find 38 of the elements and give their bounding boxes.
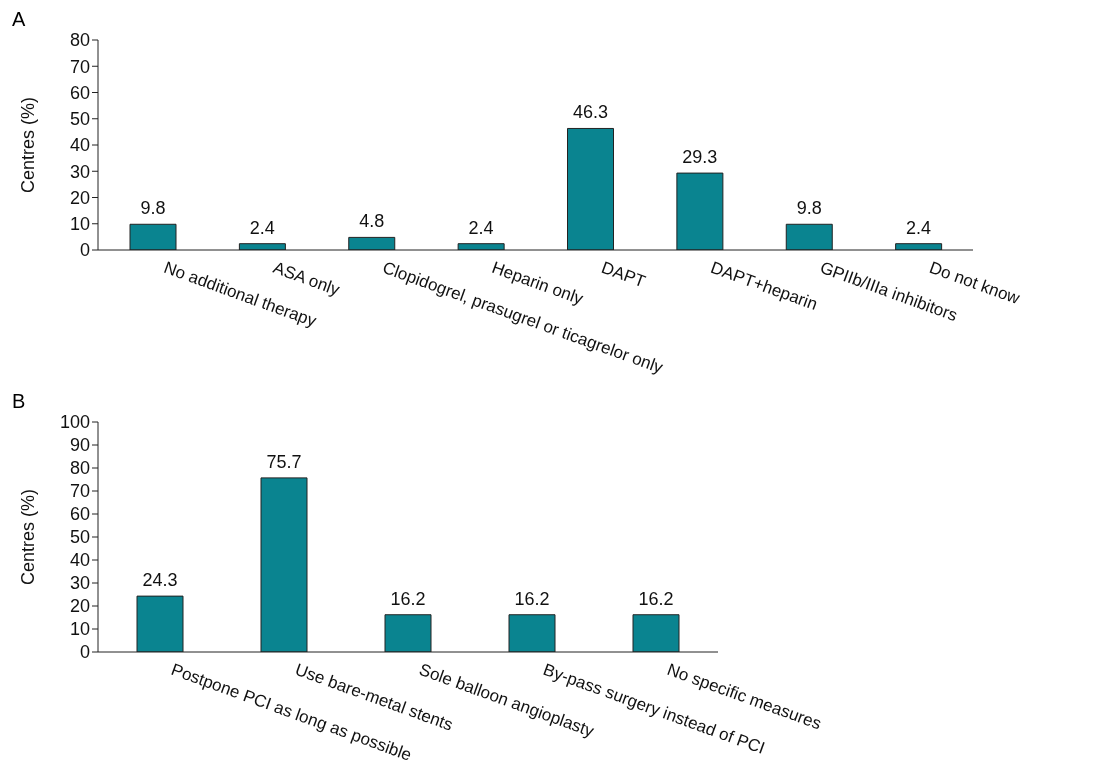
- data-label: 16.2: [390, 588, 426, 609]
- y-tick-label: 90: [69, 435, 90, 456]
- y-tick-label: 10: [69, 214, 90, 235]
- y-tick-label: 70: [69, 481, 90, 502]
- chart-title: B: [12, 390, 27, 412]
- y-tick-label: 60: [69, 504, 90, 525]
- y-tick-label: 10: [69, 619, 90, 640]
- data-label: 2.4: [468, 217, 494, 238]
- y-tick-label: 100: [59, 412, 90, 433]
- y-tick-label: 20: [69, 187, 90, 208]
- data-label: 24.3: [142, 570, 178, 591]
- y-axis-title: Centres (%): [18, 96, 39, 194]
- data-label: 16.2: [514, 588, 550, 609]
- y-tick-label: 50: [69, 527, 90, 548]
- data-label: 46.3: [572, 102, 609, 123]
- chart-title: A: [12, 8, 27, 30]
- y-tick-label: 30: [69, 573, 90, 594]
- y-tick-label: 40: [69, 135, 90, 156]
- data-label: 2.4: [249, 217, 275, 238]
- y-tick-label: 50: [69, 109, 90, 130]
- y-tick-label: 0: [79, 642, 90, 663]
- y-tick-label: 40: [69, 550, 90, 571]
- y-tick-label: 20: [69, 596, 90, 617]
- data-label: 29.3: [682, 147, 718, 168]
- y-tick-label: 70: [69, 56, 90, 77]
- data-label: 4.8: [359, 211, 385, 232]
- y-tick-label: 60: [69, 82, 90, 103]
- y-tick-label: 80: [69, 30, 90, 51]
- data-label: 75.7: [266, 451, 302, 472]
- data-label: 9.8: [140, 198, 166, 219]
- y-tick-label: 80: [69, 458, 90, 479]
- y-axis-title: Centres (%): [18, 488, 39, 586]
- y-tick-label: 30: [69, 161, 90, 182]
- x-tick-label: DAPT: [598, 257, 648, 292]
- data-label: 2.4: [906, 217, 932, 238]
- y-tick-label: 0: [79, 240, 90, 261]
- data-label: 16.2: [638, 588, 674, 609]
- data-label: 9.8: [796, 198, 822, 219]
